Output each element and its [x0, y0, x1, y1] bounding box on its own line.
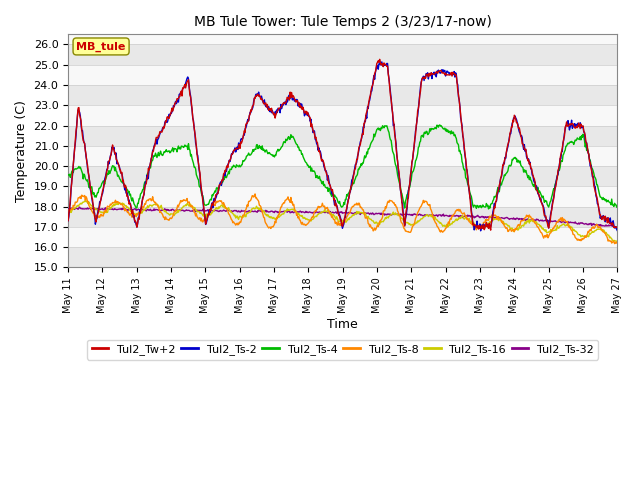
Tul2_Ts-4 — [64, 172, 72, 178]
Line: Tul2_Ts-4: Tul2_Ts-4 — [68, 125, 618, 209]
Tul2_Ts-4 — [614, 202, 621, 208]
Tul2_Ts-16 — [614, 240, 621, 245]
Tul2_Ts-32 — [258, 209, 266, 215]
Tul2_Ts-2 — [129, 210, 136, 216]
Tul2_Ts-2 — [614, 228, 621, 234]
Line: Tul2_Ts-16: Tul2_Ts-16 — [68, 201, 618, 242]
Tul2_Ts-4 — [278, 144, 285, 150]
Tul2_Tw+2 — [614, 224, 621, 229]
Tul2_Ts-8 — [614, 239, 621, 245]
Tul2_Ts-32 — [230, 208, 238, 214]
Bar — [68, 206, 618, 227]
Bar — [68, 227, 618, 247]
Bar — [68, 146, 618, 166]
Tul2_Ts-2 — [278, 106, 285, 111]
Line: Tul2_Tw+2: Tul2_Tw+2 — [68, 60, 618, 230]
Tul2_Ts-8 — [278, 202, 286, 207]
Tul2_Tw+2 — [487, 227, 495, 233]
Line: Tul2_Ts-8: Tul2_Ts-8 — [68, 194, 618, 244]
Tul2_Ts-32 — [64, 206, 72, 212]
Tul2_Ts-8 — [230, 219, 237, 225]
Tul2_Ts-8 — [611, 241, 618, 247]
Tul2_Tw+2 — [64, 218, 72, 224]
Bar — [68, 166, 618, 186]
Tul2_Ts-16 — [278, 211, 286, 217]
Bar — [68, 45, 618, 65]
Bar — [68, 247, 618, 267]
Tul2_Ts-2 — [400, 218, 408, 224]
Tul2_Ts-32 — [278, 209, 286, 215]
Tul2_Ts-8 — [64, 210, 72, 216]
Tul2_Ts-4 — [484, 206, 492, 212]
Tul2_Ts-2 — [230, 149, 237, 155]
Tul2_Ts-32 — [76, 204, 83, 210]
Tul2_Ts-8 — [400, 226, 408, 231]
Tul2_Ts-32 — [129, 207, 137, 213]
Bar — [68, 105, 618, 125]
Tul2_Tw+2 — [400, 217, 408, 223]
Line: Tul2_Ts-32: Tul2_Ts-32 — [68, 207, 618, 228]
Tul2_Ts-4 — [129, 195, 136, 201]
Tul2_Ts-2 — [64, 218, 72, 224]
Tul2_Tw+2 — [230, 147, 237, 153]
Tul2_Ts-16 — [400, 218, 408, 224]
Tul2_Ts-4 — [257, 144, 264, 150]
Tul2_Ts-32 — [431, 213, 438, 218]
Tul2_Tw+2 — [129, 208, 136, 214]
Text: MB_tule: MB_tule — [76, 41, 126, 51]
Tul2_Ts-16 — [83, 198, 91, 204]
Tul2_Ts-8 — [431, 218, 438, 224]
Tul2_Ts-8 — [252, 191, 259, 197]
Tul2_Ts-4 — [436, 122, 444, 128]
Tul2_Ts-8 — [129, 214, 136, 219]
Tul2_Ts-32 — [614, 224, 621, 230]
Bar — [68, 65, 618, 85]
Tul2_Ts-2 — [431, 72, 438, 78]
Tul2_Tw+2 — [278, 104, 285, 109]
X-axis label: Time: Time — [328, 318, 358, 332]
Tul2_Ts-32 — [400, 212, 408, 217]
Legend: Tul2_Tw+2, Tul2_Ts-2, Tul2_Ts-4, Tul2_Ts-8, Tul2_Ts-16, Tul2_Ts-32: Tul2_Tw+2, Tul2_Ts-2, Tul2_Ts-4, Tul2_Ts… — [87, 340, 598, 360]
Bar — [68, 125, 618, 146]
Tul2_Ts-16 — [431, 214, 438, 220]
Tul2_Ts-16 — [64, 209, 72, 215]
Tul2_Tw+2 — [376, 57, 383, 62]
Tul2_Ts-4 — [430, 126, 438, 132]
Tul2_Ts-8 — [258, 207, 266, 213]
Tul2_Ts-2 — [257, 94, 264, 99]
Tul2_Tw+2 — [257, 96, 264, 102]
Bar — [68, 85, 618, 105]
Tul2_Ts-32 — [613, 225, 621, 230]
Bar — [68, 186, 618, 206]
Tul2_Ts-4 — [399, 198, 407, 204]
Tul2_Ts-2 — [378, 59, 386, 65]
Tul2_Ts-16 — [230, 213, 238, 218]
Tul2_Tw+2 — [431, 71, 438, 77]
Tul2_Ts-16 — [258, 206, 266, 212]
Tul2_Ts-4 — [230, 162, 237, 168]
Title: MB Tule Tower: Tule Temps 2 (3/23/17-now): MB Tule Tower: Tule Temps 2 (3/23/17-now… — [194, 15, 492, 29]
Tul2_Ts-16 — [129, 211, 137, 217]
Line: Tul2_Ts-2: Tul2_Ts-2 — [68, 62, 618, 231]
Y-axis label: Temperature (C): Temperature (C) — [15, 100, 28, 202]
